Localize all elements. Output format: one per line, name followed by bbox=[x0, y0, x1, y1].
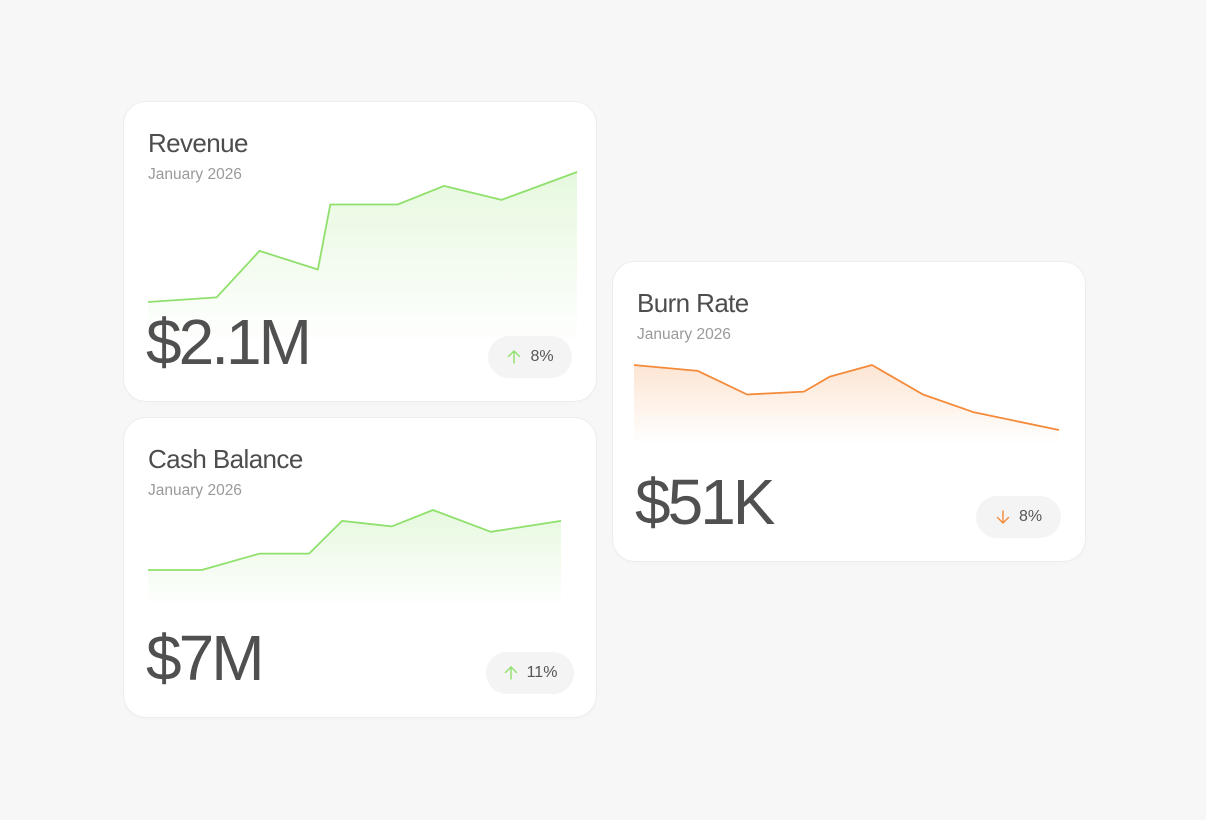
cash-balance-period: January 2026 bbox=[148, 482, 242, 499]
burn-rate-period: January 2026 bbox=[637, 326, 731, 343]
cash-balance-change: 11% bbox=[526, 664, 558, 681]
sparkline-area bbox=[148, 172, 577, 347]
arrow-up-icon bbox=[504, 666, 517, 680]
arrow-up-icon bbox=[508, 350, 521, 364]
burn-rate-change: 8% bbox=[1018, 508, 1043, 525]
revenue-value: $2.1M bbox=[146, 306, 312, 378]
revenue-change-badge: 8% bbox=[488, 336, 572, 378]
cash-balance-value: $7M bbox=[146, 622, 264, 694]
burn-rate-value: $51K bbox=[635, 466, 775, 538]
arrow-down-icon bbox=[996, 510, 1010, 524]
revenue-title: Revenue bbox=[148, 128, 248, 158]
cash-balance-sparkline bbox=[148, 509, 562, 608]
cash-balance-card[interactable]: Cash Balance January 2026 $7M 11% bbox=[124, 418, 596, 717]
sparkline-area bbox=[634, 365, 1059, 444]
revenue-period: January 2026 bbox=[148, 166, 242, 183]
sparkline-line bbox=[148, 509, 562, 571]
sparkline-line bbox=[147, 171, 578, 303]
sparkline-line bbox=[633, 364, 1060, 431]
burn-rate-card[interactable]: Burn Rate January 2026 $51K 8% bbox=[613, 262, 1085, 561]
burn-rate-title: Burn Rate bbox=[637, 288, 749, 318]
revenue-change: 8% bbox=[530, 348, 554, 365]
sparkline-area bbox=[148, 510, 561, 608]
burn-rate-sparkline bbox=[633, 364, 1060, 444]
revenue-sparkline bbox=[147, 171, 578, 347]
burn-rate-change-badge: 8% bbox=[976, 496, 1061, 538]
cash-balance-change-badge: 11% bbox=[486, 652, 574, 694]
revenue-card[interactable]: Revenue January 2026 $2.1M 8% bbox=[124, 102, 596, 401]
cash-balance-title: Cash Balance bbox=[148, 444, 303, 474]
